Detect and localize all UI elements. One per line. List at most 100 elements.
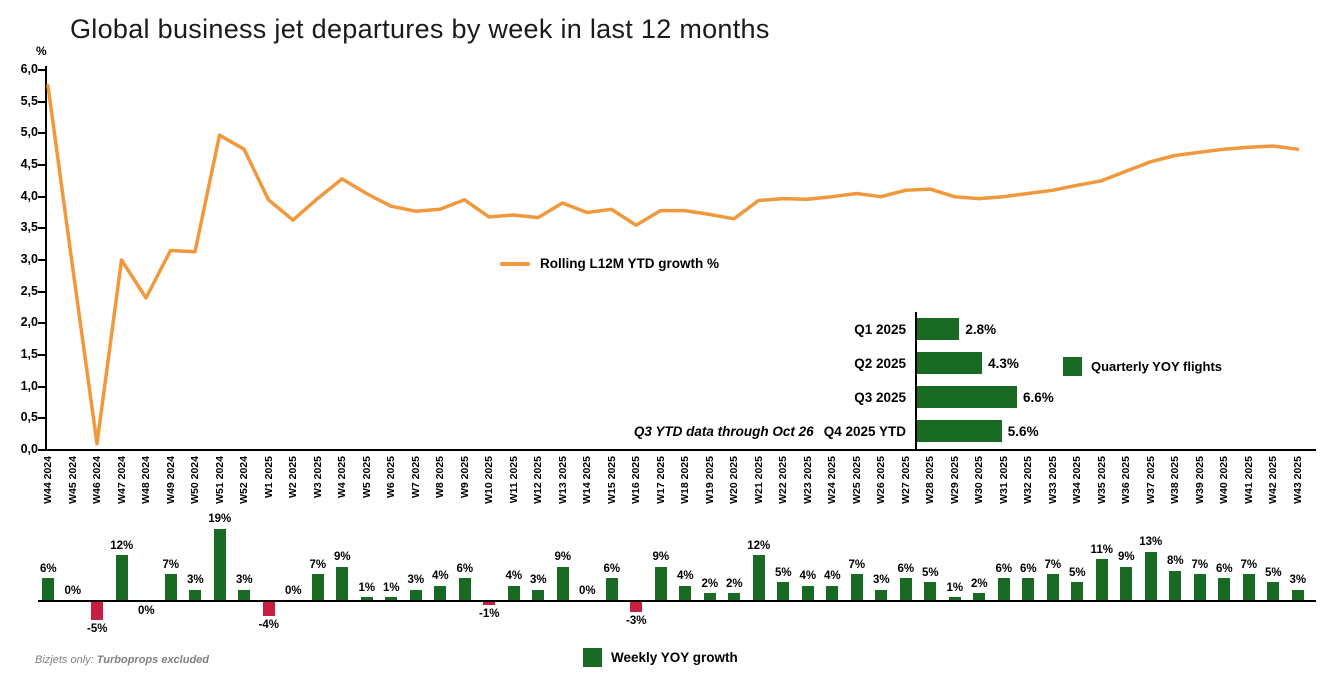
week-label: W16 2025 [624, 456, 649, 524]
weekly-bar-column: 2% [698, 520, 723, 684]
week-label: W25 2025 [845, 456, 870, 524]
weekly-bar-column: 7% [306, 520, 331, 684]
weekly-bar-value-label: 4% [431, 570, 449, 583]
week-label-text: W11 2025 [507, 456, 520, 504]
week-label-text: W40 2025 [1218, 456, 1230, 504]
weekly-bar [189, 589, 202, 601]
week-label-text: W23 2025 [801, 456, 814, 504]
weekly-bar-value-label: 2% [725, 577, 743, 590]
quarterly-category-label: Q3 2025 [600, 390, 906, 405]
weekly-bar-column: 6% [1016, 520, 1041, 684]
week-label: W42 2025 [1261, 456, 1286, 524]
weekly-bar-column: 7% [159, 520, 184, 684]
quarterly-bar-row: Q2 2025 4.3% [600, 352, 1019, 374]
y-axis-tick [38, 354, 45, 356]
week-label: W8 2025 [428, 456, 453, 524]
week-label-text: W43 2025 [1291, 456, 1304, 504]
weekly-bar-column: -4% [257, 520, 282, 684]
quarterly-category-text: Q3 2025 [854, 389, 906, 405]
quarterly-value-label: 6.6% [1023, 389, 1054, 405]
week-label: W46 2024 [85, 456, 110, 524]
y-axis-tick-label: 0,5 [20, 410, 38, 425]
weekly-bar [1071, 582, 1084, 601]
weekly-bar-column: 3% [869, 520, 894, 684]
y-axis-tick [38, 164, 45, 166]
week-label-text: W35 2025 [1095, 456, 1108, 504]
quarterly-inset-chart: Q1 2025 2.8% Q2 2025 4.3% Q3 2025 6.6% Q3 YTD … [600, 310, 1320, 450]
week-label: W31 2025 [992, 456, 1017, 524]
weekly-bar [262, 601, 275, 617]
quarterly-bar [917, 352, 983, 374]
weekly-bar-value-label: 0% [578, 584, 596, 597]
week-label: W33 2025 [1041, 456, 1066, 524]
week-label: W49 2024 [159, 456, 184, 524]
rolling-growth-line [46, 84, 1300, 446]
week-label: W37 2025 [1139, 456, 1164, 524]
week-label-text: W42 2025 [1267, 456, 1279, 504]
weekly-bar-value-label: 9% [333, 551, 351, 564]
weekly-bar-value-label: 3% [407, 574, 425, 587]
week-label-text: W21 2025 [752, 456, 765, 504]
week-label-text: W49 2024 [164, 456, 177, 504]
weekly-legend: Weekly YOY growth [583, 648, 738, 667]
quarterly-category-text: Q1 2025 [854, 321, 906, 337]
weekly-bar-value-label: 4% [823, 570, 841, 583]
line-legend: Rolling L12M YTD growth % [500, 256, 719, 271]
week-label-text: W38 2025 [1169, 456, 1181, 504]
quarterly-category-label: Q1 2025 [600, 322, 906, 337]
week-label: W12 2025 [526, 456, 551, 524]
week-label: W13 2025 [551, 456, 576, 524]
week-label-text: W2 2025 [287, 456, 299, 499]
y-axis-tick [38, 132, 45, 135]
week-label-text: W34 2025 [1071, 456, 1083, 504]
weekly-bar-value-label: 2% [970, 577, 988, 590]
weekly-bar-column: 12% [110, 520, 135, 684]
week-label: W10 2025 [477, 456, 502, 524]
weekly-bar-column: 1% [379, 520, 404, 684]
weekly-bar-column: 4% [502, 520, 527, 684]
weekly-bar [556, 566, 569, 601]
y-axis-tick [38, 417, 45, 420]
week-label: W27 2025 [894, 456, 919, 524]
weekly-bar-value-label: 13% [1139, 536, 1163, 549]
week-label-text: W44 2024 [42, 456, 54, 504]
week-label-text: W24 2025 [826, 456, 838, 504]
weekly-bar-column: 11% [1090, 520, 1115, 684]
weekly-bar-column: -3% [624, 520, 649, 684]
week-label: W4 2025 [330, 456, 355, 524]
weekly-bar-value-label: 19% [208, 513, 232, 526]
week-label-text: W47 2024 [115, 456, 128, 504]
week-label: W52 2024 [232, 456, 257, 524]
weekly-bar-value-label: 4% [676, 570, 694, 583]
quarterly-category-label: Q3 YTD data through Oct 26 Q4 2025 YTD [600, 424, 906, 439]
week-label: W11 2025 [502, 456, 527, 524]
week-label: W14 2025 [575, 456, 600, 524]
y-axis-unit-label: % [36, 44, 47, 58]
week-label-text: W46 2024 [91, 456, 103, 504]
weekly-bar-column: -5% [85, 520, 110, 684]
weekly-bar [1218, 578, 1231, 601]
weekly-bar-value-label: -5% [87, 623, 108, 635]
week-label: W7 2025 [404, 456, 429, 524]
week-label-text: W50 2024 [189, 456, 201, 504]
week-label: W30 2025 [967, 456, 992, 524]
week-label-text: W52 2024 [238, 456, 250, 504]
weekly-bar-value-label: 6% [1215, 562, 1233, 575]
weekly-bar-column: 7% [845, 520, 870, 684]
y-axis-tick-label: 4,5 [20, 157, 38, 171]
week-label: W2 2025 [281, 456, 306, 524]
weekly-bar [434, 585, 447, 601]
y-axis-tick-label: 2,0 [20, 315, 38, 330]
week-label-text: W15 2025 [605, 456, 618, 504]
y-axis-tick-label: 0,0 [20, 442, 38, 456]
week-label-text: W33 2025 [1046, 456, 1059, 504]
weekly-bar-column: 5% [918, 520, 943, 684]
weekly-bar-value-label: 2% [701, 577, 719, 590]
weekly-bar [703, 593, 716, 601]
rolling-growth-line-chart [46, 84, 1300, 446]
weekly-bar-column: 6% [1212, 520, 1237, 684]
y-axis-tick-label: 6,0 [20, 62, 38, 76]
weekly-bar-column: 7% [1188, 520, 1213, 684]
weekly-bar-value-label: 8% [1166, 555, 1184, 568]
weekly-bar [679, 585, 692, 601]
